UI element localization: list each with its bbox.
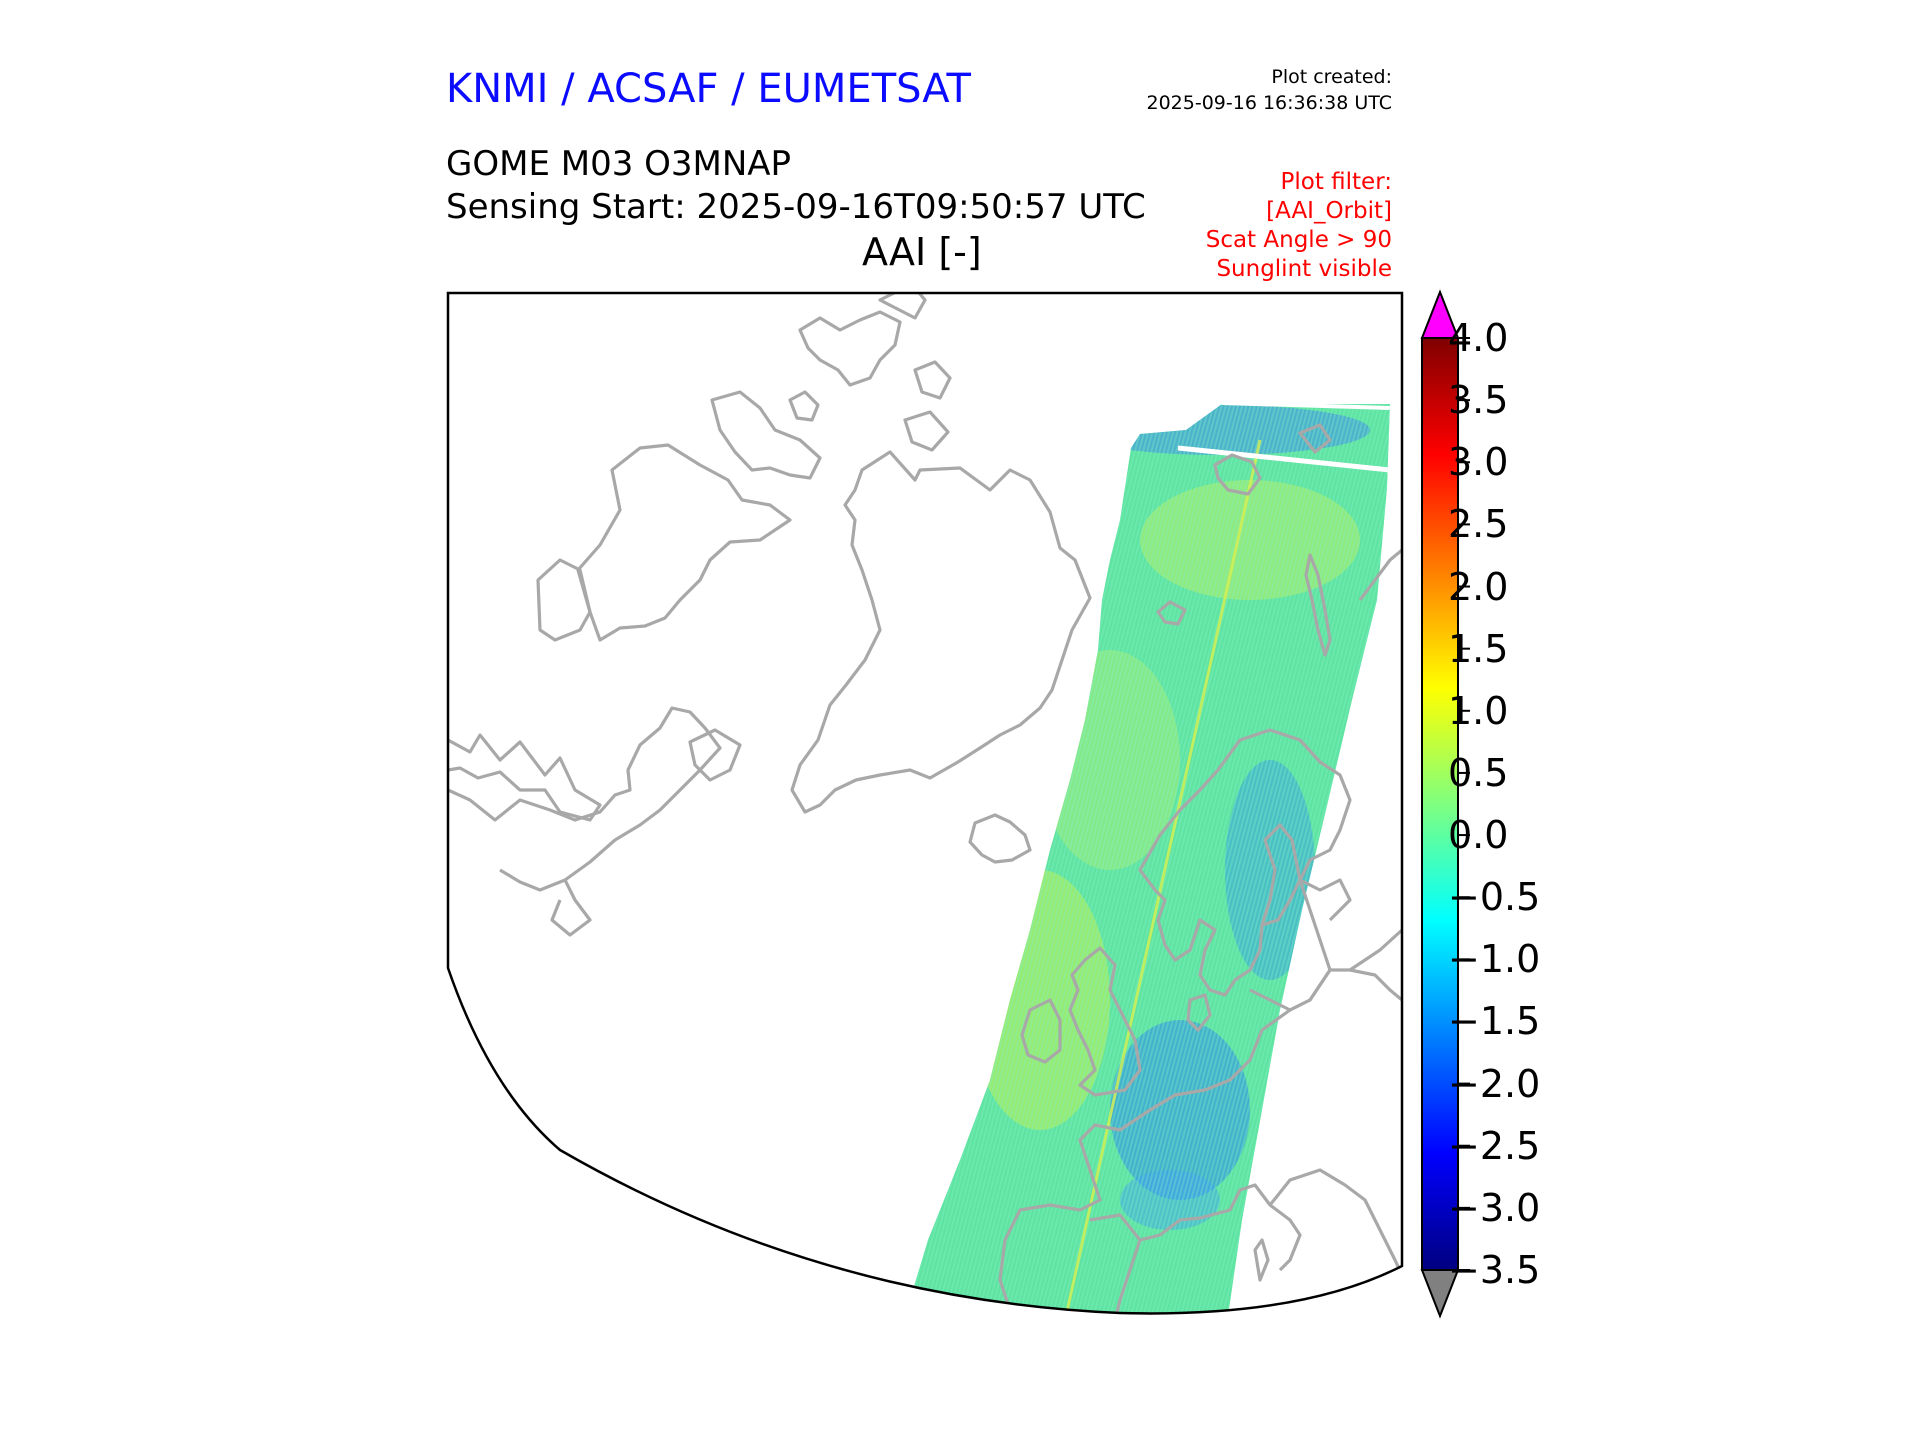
colorbar	[1420, 289, 1470, 1319]
colorbar-tick-label: 3.0	[1448, 440, 1509, 485]
colorbar-tick-label: −2.5	[1448, 1123, 1541, 1168]
coastline-denmark	[1186, 993, 1212, 1032]
coastline-hudson-bay	[448, 733, 602, 822]
map-boundary	[446, 291, 1404, 1315]
colorbar-tick-label: 2.5	[1448, 502, 1509, 547]
coastline-scandinavia	[1138, 728, 1352, 997]
plot-created-time: 2025-09-16 16:36:38 UTC	[1146, 92, 1393, 114]
coastline-svalbard	[1213, 453, 1262, 496]
product-title: GOME M03 O3MNAP	[446, 144, 792, 184]
colorbar-tick-label: 0.5	[1448, 750, 1509, 795]
colorbar-tick-label: 1.5	[1448, 626, 1509, 671]
colorbar-tick-label: 3.5	[1448, 378, 1509, 423]
plot-created-label: Plot created:	[1271, 66, 1392, 88]
coastline-arctic-islands-1	[710, 390, 822, 480]
coastline-canada-north	[536, 558, 592, 642]
coastline-newfoundland	[688, 728, 742, 782]
coastline-arctic-islands-2	[798, 310, 902, 387]
sensing-start: Sensing Start: 2025-09-16T09:50:57 UTC	[446, 187, 1146, 227]
colorbar-tick-label: −2.0	[1448, 1061, 1541, 1106]
coastline-arctic-islands-5	[903, 410, 950, 452]
swath-center-streak	[1064, 439, 1262, 1314]
coastline-uk	[1068, 946, 1142, 1097]
plot-filter-label: Plot filter:	[1280, 169, 1392, 195]
coastline-arctic-islands-4	[913, 360, 952, 400]
colorbar-tick-label: 1.0	[1448, 688, 1509, 733]
colorbar-tick-label: −1.0	[1448, 937, 1541, 982]
colorbar-tick-label: 0.0	[1448, 813, 1509, 858]
organization-label: KNMI / ACSAF / EUMETSAT	[446, 66, 971, 112]
coastline-iceland	[968, 813, 1032, 864]
coastline-novaya-zemlya	[1304, 553, 1332, 657]
coastline-mediterranean	[1139, 1183, 1302, 1272]
coastline-labrador	[448, 706, 722, 892]
coastline-arctic-islands-3	[788, 390, 820, 422]
coastline-franz-josef	[1298, 423, 1332, 454]
colorbar-tick-label: −1.5	[1448, 999, 1541, 1044]
coastline-europe-mainland	[998, 928, 1402, 1311]
coastline-black-sea	[1349, 968, 1402, 1002]
colorbar-tick-label: 4.0	[1448, 316, 1509, 360]
coastline-corsica	[1253, 1238, 1270, 1282]
colorbar-tick-label: −0.5	[1448, 875, 1541, 920]
coastline-italy	[1268, 1168, 1402, 1276]
coastline-baffin-island	[576, 443, 792, 642]
coastline-ireland	[1020, 998, 1062, 1064]
colorbar-gradient	[1421, 337, 1459, 1271]
plot-filter-scat-angle: Scat Angle > 90	[1205, 227, 1392, 253]
plot-filter-sunglint: Sunglint visible	[1216, 256, 1392, 282]
coastline-labrador-2	[550, 879, 592, 937]
coastline-siberia	[1358, 548, 1402, 601]
coastline-iberia	[1089, 1213, 1142, 1314]
swath-gap-1	[1177, 445, 1390, 473]
coastlines	[448, 293, 1402, 1314]
plot-created-info: Plot created: 2025-09-16 16:36:38 UTC	[1010, 64, 1393, 116]
coastline-arctic-islands-6	[878, 293, 927, 320]
colorbar-tick-marks	[1458, 337, 1470, 1271]
colorbar-tick-label: −3.0	[1448, 1185, 1541, 1230]
coastline-jan-mayen	[1156, 600, 1187, 626]
colorbar-under-triangle	[1420, 1269, 1460, 1319]
swath-gap-2	[1221, 404, 1390, 410]
variable-title: AAI [-]	[862, 230, 982, 274]
plot-filter-orbit: [AAI_Orbit]	[1266, 198, 1392, 224]
coastline-finland	[1299, 878, 1352, 922]
colorbar-tick-label: −3.5	[1448, 1248, 1541, 1292]
plot-filter: Plot filter: [AAI_Orbit] Scat Angle > 90…	[1060, 168, 1392, 284]
coastline-greenland	[790, 450, 1092, 814]
colorbar-tick-label: 2.0	[1448, 564, 1509, 609]
